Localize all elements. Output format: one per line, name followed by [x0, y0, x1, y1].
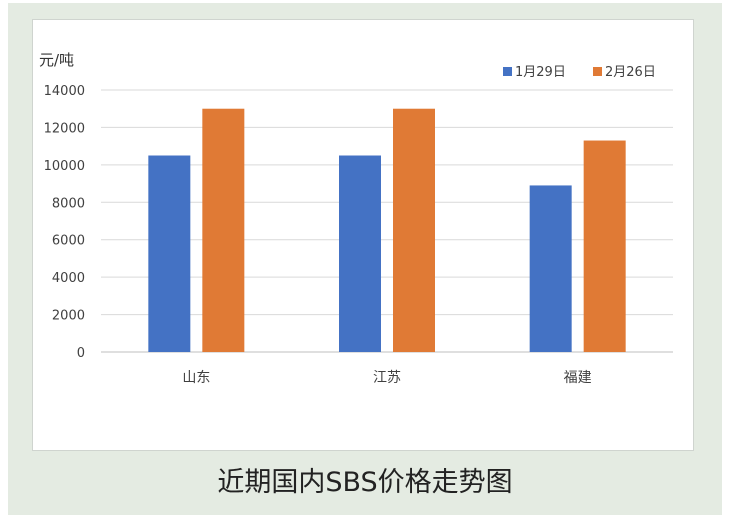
bar-2-3 — [583, 140, 626, 352]
figure-frame: 元/吨 0 2000 4000 6000 8000 10000 12000 14000 山东 江… — [8, 3, 722, 515]
bar-chart: 元/吨 0 2000 4000 6000 8000 10000 12000 14000 山东 江… — [39, 51, 673, 386]
y-tick-label: 10000 — [44, 159, 85, 174]
bar-2-2 — [393, 108, 435, 352]
x-axis-ticks: 山东 江苏 福建 — [182, 370, 591, 386]
chart-panel: 元/吨 0 2000 4000 6000 8000 10000 12000 14000 山东 江… — [32, 19, 694, 451]
y-tick-label: 0 — [77, 346, 85, 361]
legend-swatch — [503, 67, 512, 76]
y-axis-ticks: 0 2000 4000 6000 8000 10000 12000 14000 — [44, 84, 85, 361]
bar-2-1 — [202, 108, 245, 352]
legend-swatch — [593, 67, 602, 76]
bar-1-2 — [339, 155, 381, 352]
x-tick-label: 山东 — [182, 370, 210, 386]
y-tick-label: 8000 — [52, 196, 85, 211]
y-axis-unit-label: 元/吨 — [39, 51, 74, 69]
gridlines — [101, 89, 673, 353]
x-tick-label: 福建 — [564, 370, 592, 386]
y-tick-label: 6000 — [52, 234, 85, 249]
y-tick-label: 14000 — [44, 84, 85, 99]
bars — [148, 108, 626, 352]
y-tick-label: 4000 — [52, 271, 85, 286]
y-tick-label: 12000 — [44, 121, 85, 136]
bar-1-3 — [529, 185, 572, 352]
legend-label: 2月26日 — [605, 65, 656, 80]
y-tick-label: 2000 — [52, 309, 85, 324]
bar-1-1 — [148, 155, 191, 352]
legend-label: 1月29日 — [515, 65, 566, 80]
x-tick-label: 江苏 — [373, 370, 401, 386]
legend: 1月29日 2月26日 — [503, 65, 656, 80]
chart-title: 近期国内SBS价格走势图 — [217, 467, 513, 498]
